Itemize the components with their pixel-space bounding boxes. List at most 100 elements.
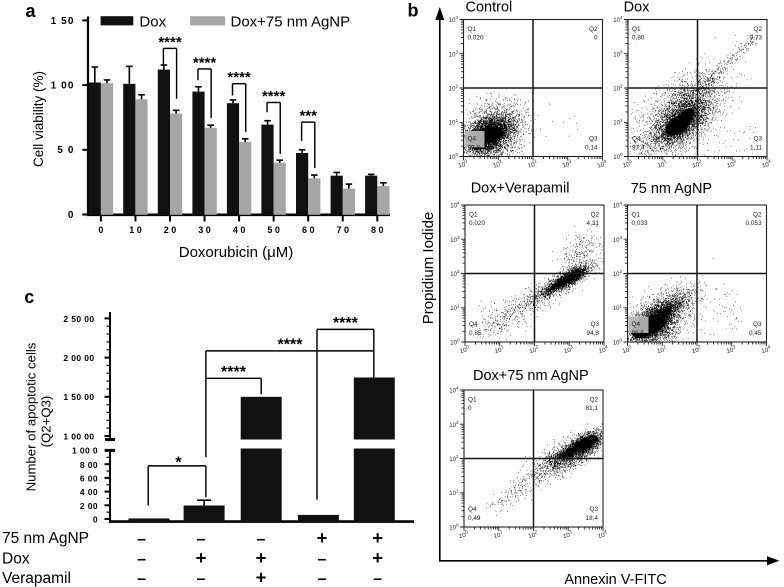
svg-text:99,8: 99,8 (468, 145, 481, 152)
svg-text:103: 103 (563, 344, 575, 355)
svg-text:Q4: Q4 (469, 321, 478, 328)
svg-text:Q1: Q1 (632, 212, 641, 219)
svg-text:b: b (408, 1, 419, 21)
svg-text:103: 103 (725, 344, 737, 355)
svg-text:18,4: 18,4 (586, 515, 599, 522)
svg-text:4,31: 4,31 (587, 220, 600, 227)
svg-text:103: 103 (450, 235, 460, 244)
svg-text:Q2: Q2 (753, 212, 762, 219)
svg-text:Q3: Q3 (753, 136, 762, 143)
svg-text:97,4: 97,4 (632, 145, 645, 152)
svg-text:(Q2+Q3): (Q2+Q3) (39, 396, 54, 448)
svg-text:100: 100 (613, 152, 623, 161)
svg-text:75 nm AgNP: 75 nm AgNP (631, 181, 712, 197)
svg-text:1,11: 1,11 (750, 145, 762, 152)
svg-text:Q1: Q1 (468, 397, 477, 404)
svg-text:102: 102 (691, 344, 703, 355)
svg-text:104: 104 (613, 15, 623, 24)
svg-text:104: 104 (598, 344, 610, 355)
svg-text:Annexin V-FITC: Annexin V-FITC (564, 572, 666, 587)
svg-text:5 0: 5 0 (57, 145, 74, 156)
svg-text:103: 103 (449, 50, 459, 59)
svg-text:104: 104 (760, 344, 772, 355)
svg-text:Q2: Q2 (590, 212, 599, 219)
svg-text:Dox+75 nm AgNP: Dox+75 nm AgNP (473, 368, 589, 384)
svg-text:102: 102 (527, 529, 539, 540)
svg-text:Q1: Q1 (468, 26, 477, 33)
svg-text:8 0: 8 0 (371, 225, 384, 235)
svg-text:7 0: 7 0 (336, 225, 349, 235)
svg-text:****: **** (158, 34, 182, 51)
svg-text:101: 101 (492, 159, 504, 170)
svg-text:100: 100 (449, 152, 459, 161)
svg-text:2 00 00: 2 00 00 (63, 353, 94, 363)
svg-text:+: + (372, 527, 383, 548)
svg-text:Verapamil: Verapamil (2, 570, 71, 587)
svg-text:0,80: 0,80 (632, 35, 645, 42)
svg-text:102: 102 (691, 159, 703, 170)
svg-text:101: 101 (613, 303, 623, 312)
svg-text:–: – (137, 571, 146, 587)
svg-text:102: 102 (449, 454, 459, 463)
svg-text:0: 0 (594, 35, 598, 42)
svg-text:****: **** (227, 69, 251, 86)
svg-text:+: + (372, 547, 383, 568)
svg-text:99,5: 99,5 (632, 330, 645, 337)
svg-text:1 00 00: 1 00 00 (63, 431, 94, 441)
svg-text:103: 103 (726, 159, 738, 170)
svg-text:Doxorubicin (μM): Doxorubicin (μM) (179, 244, 294, 261)
svg-text:–: – (197, 531, 206, 548)
svg-text:100: 100 (458, 529, 470, 540)
svg-text:100: 100 (450, 338, 460, 347)
svg-text:6 00: 6 00 (80, 474, 98, 484)
svg-text:100: 100 (622, 159, 634, 170)
svg-text:0: 0 (68, 210, 75, 221)
svg-text:94,8: 94,8 (587, 330, 600, 337)
svg-text:101: 101 (449, 488, 459, 497)
svg-text:0: 0 (93, 515, 98, 525)
svg-text:104: 104 (613, 201, 623, 210)
svg-text:Dox: Dox (624, 0, 651, 16)
svg-text:Q1: Q1 (469, 212, 478, 219)
svg-text:101: 101 (657, 159, 669, 170)
svg-text:103: 103 (561, 159, 573, 170)
svg-text:101: 101 (494, 344, 506, 355)
svg-text:1 00 0: 1 00 0 (72, 446, 98, 456)
svg-text:c: c (24, 287, 34, 307)
svg-text:Q2: Q2 (753, 26, 762, 33)
svg-text:Number of apoptotic cells: Number of apoptotic cells (24, 342, 39, 491)
svg-text:****: **** (193, 54, 217, 71)
svg-text:102: 102 (449, 84, 459, 93)
svg-text:6 0: 6 0 (302, 225, 315, 235)
svg-text:+: + (256, 567, 267, 587)
svg-text:4 0: 4 0 (233, 225, 246, 235)
svg-text:102: 102 (613, 269, 623, 278)
svg-text:Dox+Verapamil: Dox+Verapamil (471, 181, 570, 197)
svg-text:Q3: Q3 (753, 321, 762, 328)
svg-text:100: 100 (459, 344, 471, 355)
svg-text:Q4: Q4 (468, 506, 477, 513)
svg-text:****: **** (278, 336, 304, 353)
svg-text:Q1: Q1 (632, 26, 641, 33)
svg-text:75 nm AgNP: 75 nm AgNP (2, 530, 89, 547)
svg-text:1 0: 1 0 (129, 225, 142, 235)
svg-text:100: 100 (621, 344, 633, 355)
svg-text:102: 102 (613, 84, 623, 93)
svg-text:0,45: 0,45 (749, 330, 762, 337)
svg-text:****: **** (333, 315, 359, 332)
svg-text:2 50 00: 2 50 00 (63, 314, 94, 324)
svg-text:*: * (175, 454, 182, 471)
svg-text:100: 100 (449, 523, 459, 532)
svg-text:Q4: Q4 (632, 136, 641, 143)
svg-text:101: 101 (449, 118, 459, 127)
svg-text:101: 101 (450, 303, 460, 312)
svg-text:****: **** (221, 364, 247, 381)
svg-text:a: a (26, 1, 37, 21)
svg-text:1 50 00: 1 50 00 (63, 392, 94, 402)
svg-text:0,020: 0,020 (469, 220, 485, 227)
svg-text:0,14: 0,14 (585, 145, 598, 152)
svg-text:Q2: Q2 (589, 26, 598, 33)
svg-text:81,1: 81,1 (586, 405, 599, 412)
svg-text:–: – (137, 531, 146, 548)
svg-text:–: – (197, 571, 206, 587)
